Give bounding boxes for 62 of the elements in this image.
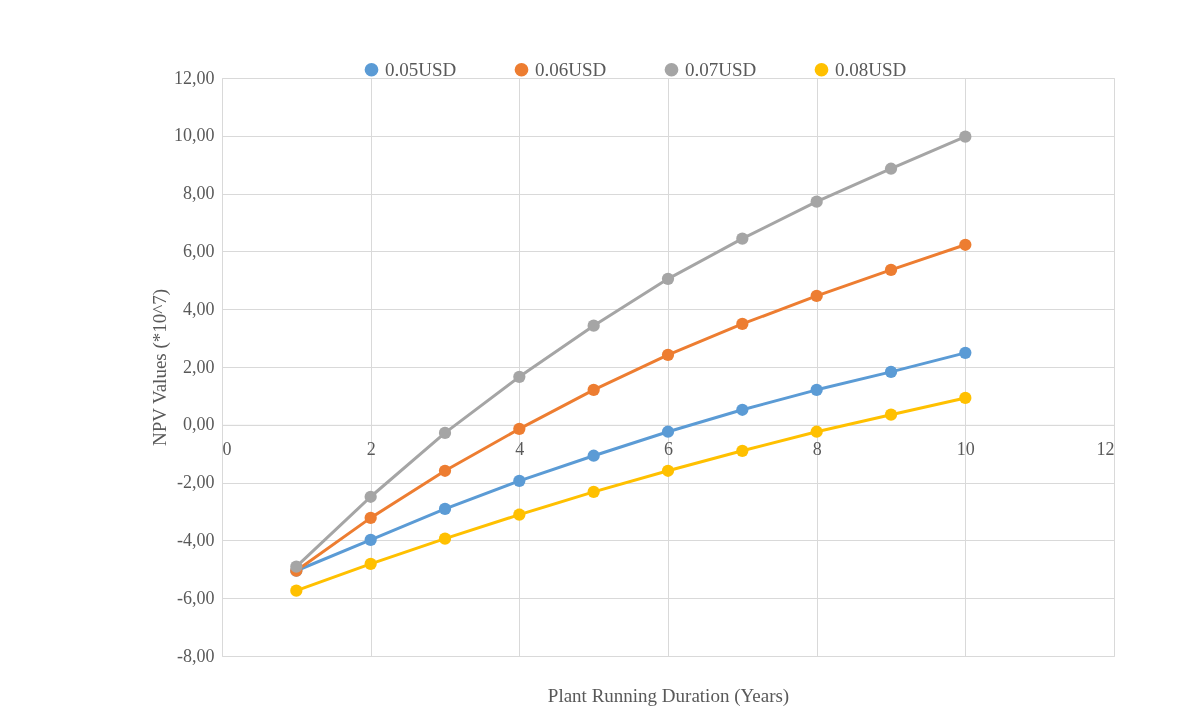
point (587, 383, 600, 396)
y-tick-label: 2,00 (183, 356, 215, 377)
point (290, 560, 303, 573)
point (736, 403, 749, 416)
x-tick-label: 8 (812, 439, 822, 460)
y-tick-label: 12,00 (174, 67, 215, 88)
point (290, 584, 303, 597)
point (810, 289, 823, 303)
y-axis-title: NPV Values (*10^7) (149, 288, 171, 447)
point (438, 532, 452, 545)
legend-label: 0.05USD (385, 58, 457, 80)
point (736, 232, 749, 245)
point (736, 317, 749, 331)
point (661, 464, 675, 477)
point (513, 474, 526, 487)
point (810, 425, 823, 438)
point (364, 533, 377, 546)
y-tick-label: -4,00 (177, 529, 215, 550)
y-tick-label: 0,00 (183, 414, 215, 435)
point (959, 391, 972, 405)
point (959, 346, 972, 359)
point (810, 383, 823, 396)
point (587, 319, 600, 332)
point (513, 422, 526, 435)
point (513, 370, 526, 383)
point (884, 365, 898, 379)
point (587, 449, 600, 462)
point (736, 444, 749, 457)
y-tick-label: -8,00 (177, 645, 215, 666)
y-tick-label: -6,00 (177, 587, 215, 608)
point (364, 490, 377, 503)
y-tick-label: 4,00 (183, 298, 215, 319)
point (884, 408, 898, 421)
x-tick-label: 12 (1096, 439, 1115, 460)
x-tick-label: 6 (664, 439, 673, 460)
point (959, 238, 972, 251)
point (438, 502, 452, 516)
x-tick-label: 2 (366, 439, 376, 460)
point (364, 511, 377, 524)
point (438, 426, 452, 439)
y-tick-label: 8,00 (183, 183, 215, 204)
point (884, 162, 898, 175)
legend-label: 0.08USD (835, 58, 907, 80)
point (661, 272, 675, 285)
point (587, 485, 600, 498)
x-tick-label: 4 (515, 439, 525, 460)
point (661, 425, 675, 438)
point (661, 348, 675, 361)
point (884, 263, 898, 277)
point (364, 557, 377, 570)
y-tick-label: 6,00 (183, 240, 215, 261)
y-tick-label: -2,00 (177, 472, 215, 493)
point (810, 195, 823, 208)
point (438, 464, 452, 477)
point (959, 130, 972, 143)
y-tick-label: 10,00 (174, 125, 215, 146)
x-axis-title: Plant Running Duration (Years) (547, 684, 790, 707)
x-tick-label: 10 (956, 439, 975, 460)
point (513, 508, 526, 521)
legend-label: 0.06USD (535, 58, 607, 80)
legend-label: 0.07USD (685, 58, 757, 80)
x-tick-label: 0 (222, 439, 232, 460)
